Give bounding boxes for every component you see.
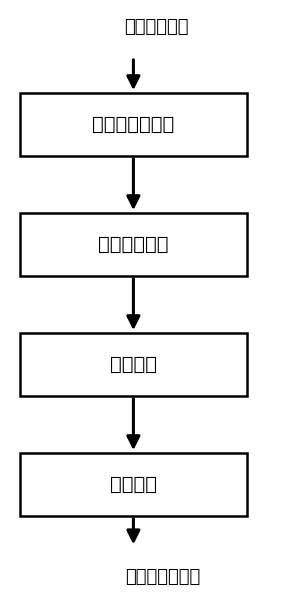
Text: 异或处理: 异或处理 [110, 475, 157, 494]
FancyBboxPatch shape [20, 453, 247, 516]
Text: 参考帧头输入: 参考帧头输入 [124, 18, 189, 36]
FancyBboxPatch shape [20, 333, 247, 396]
Text: 处理后帧头输出: 处理后帧头输出 [125, 568, 200, 586]
Text: 延迟处理: 延迟处理 [110, 355, 157, 374]
FancyBboxPatch shape [20, 93, 247, 156]
Text: 帧头二分频处理: 帧头二分频处理 [92, 115, 175, 134]
FancyBboxPatch shape [20, 213, 247, 276]
Text: 时钟采集修正: 时钟采集修正 [98, 235, 169, 254]
